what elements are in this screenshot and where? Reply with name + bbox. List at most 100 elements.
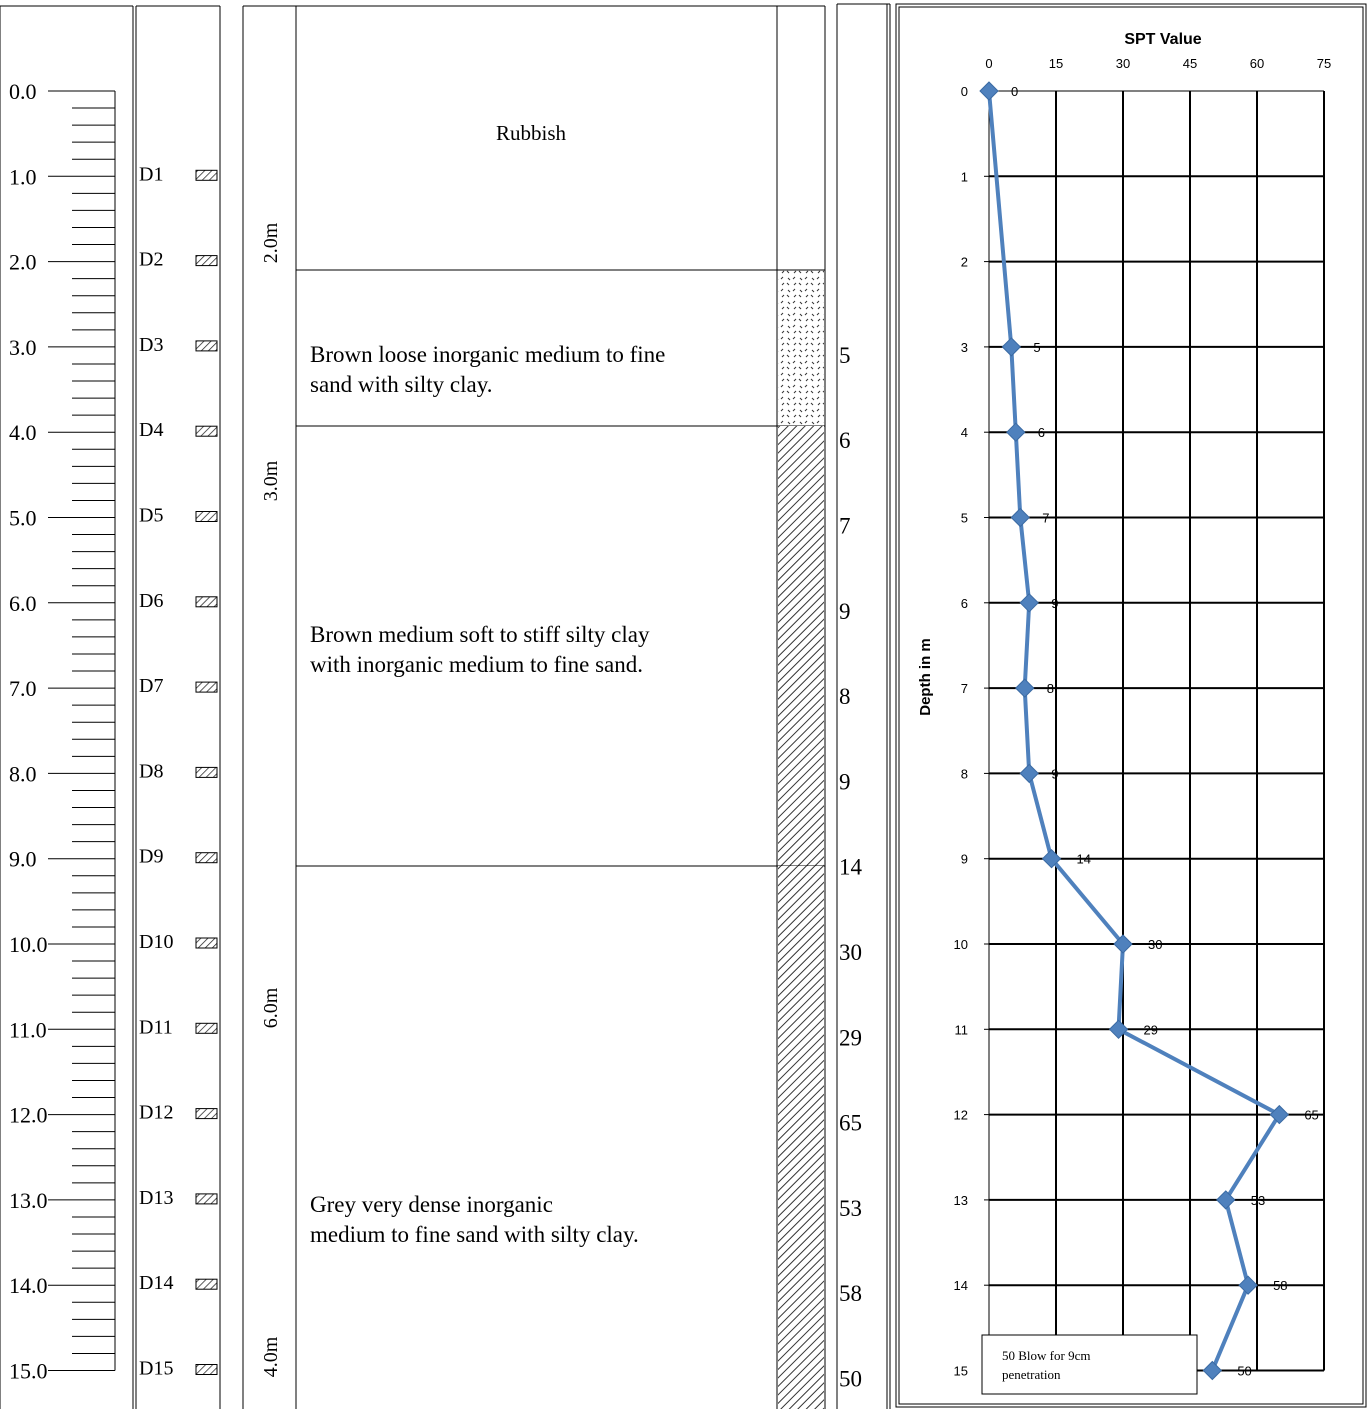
stratum-description: Rubbish bbox=[496, 121, 567, 145]
sample-marker bbox=[195, 1193, 218, 1205]
chart-y-axis-label: Depth in m bbox=[917, 638, 934, 716]
sample-id: D6 bbox=[139, 590, 163, 612]
layer-thickness: 4.0m bbox=[260, 1336, 282, 1377]
spt-data-label: 14 bbox=[1077, 852, 1091, 867]
y-tick-label: 4 bbox=[961, 425, 968, 440]
spt-value: 58 bbox=[839, 1281, 862, 1306]
sample-marker bbox=[195, 169, 218, 181]
depth-label: 4.0 bbox=[9, 420, 37, 445]
spt-data-label: 58 bbox=[1273, 1278, 1287, 1293]
sample-id: D14 bbox=[139, 1272, 173, 1294]
spt-point bbox=[1015, 678, 1035, 698]
stratum-pattern bbox=[778, 426, 824, 866]
spt-value: 53 bbox=[839, 1196, 862, 1221]
spt-value: 6 bbox=[839, 428, 851, 453]
x-tick-label: 0 bbox=[985, 56, 992, 71]
strata-layers: Rubbish Brown loose inorganic medium to f… bbox=[296, 121, 825, 1409]
depth-label: 14.0 bbox=[9, 1273, 48, 1298]
sample-marker bbox=[195, 1108, 218, 1120]
sample-marker bbox=[195, 1022, 218, 1034]
y-tick-label: 13 bbox=[954, 1193, 968, 1208]
spt-point bbox=[1202, 1360, 1223, 1381]
y-tick-label: 15 bbox=[954, 1364, 968, 1379]
stratum-description: Brown loose inorganic medium to fine bbox=[310, 342, 665, 367]
sample-id: D9 bbox=[139, 846, 163, 868]
stratum-description: Grey very dense inorganic bbox=[310, 1192, 553, 1217]
annotation-line-1: 50 Blow for 9cm bbox=[1002, 1348, 1090, 1363]
y-tick-label: 6 bbox=[961, 596, 968, 611]
y-tick-label: 5 bbox=[961, 511, 968, 526]
spt-point bbox=[979, 81, 999, 101]
spt-point bbox=[1006, 422, 1026, 442]
stratum-description: sand with silty clay. bbox=[310, 372, 492, 397]
sample-id: D4 bbox=[139, 419, 163, 441]
spt-data-label: 30 bbox=[1148, 937, 1162, 952]
spt-value: 8 bbox=[839, 684, 851, 709]
y-tick-label: 9 bbox=[961, 852, 968, 867]
spt-point bbox=[1001, 337, 1022, 357]
spt-data-label: 50 bbox=[1237, 1364, 1251, 1379]
depth-label: 6.0 bbox=[9, 591, 37, 616]
spt-data-label: 7 bbox=[1042, 511, 1049, 526]
y-tick-label: 7 bbox=[961, 681, 968, 696]
stratum-description: Brown medium soft to stiff silty clay bbox=[310, 622, 650, 647]
sample-marker bbox=[195, 255, 218, 267]
chart-title: SPT Value bbox=[1124, 31, 1201, 48]
sample-id: D13 bbox=[139, 1187, 173, 1209]
y-tick-label: 2 bbox=[961, 255, 968, 270]
layer-thickness: 3.0m bbox=[260, 460, 282, 501]
y-tick-label: 3 bbox=[961, 340, 968, 355]
sample-marker bbox=[195, 511, 218, 522]
spt-data-label: 65 bbox=[1304, 1108, 1318, 1123]
depth-label: 9.0 bbox=[9, 847, 37, 872]
sample-marker bbox=[195, 340, 218, 352]
stratum-pattern bbox=[778, 866, 824, 1409]
sample-id: D15 bbox=[139, 1358, 173, 1380]
depth-label: 8.0 bbox=[9, 761, 37, 786]
stratum-pattern bbox=[778, 270, 824, 426]
spt-data-label: 5 bbox=[1033, 340, 1040, 355]
x-tick-label: 60 bbox=[1250, 56, 1264, 71]
spt-point bbox=[1108, 1019, 1129, 1040]
spt-point bbox=[1238, 1275, 1258, 1295]
layer-thickness: 2.0m bbox=[260, 222, 282, 263]
spt-data-label: 8 bbox=[1047, 681, 1054, 696]
y-tick-label: 1 bbox=[961, 169, 968, 184]
sample-id: D7 bbox=[139, 675, 163, 697]
spt-point bbox=[1019, 763, 1039, 784]
depth-label: 15.0 bbox=[9, 1359, 48, 1384]
spt-value: 9 bbox=[839, 599, 851, 624]
layer-thickness: 6.0m bbox=[260, 987, 282, 1028]
sample-marker bbox=[195, 1278, 218, 1290]
stratum-description: medium to fine sand with silty clay. bbox=[310, 1222, 639, 1247]
spt-point bbox=[1019, 593, 1039, 613]
depth-scale: 0.0 1.0 2.0 3.0 4.0 5.0 6.0 7.0 8.0 9.0 10.0 11.0 12… bbox=[9, 79, 116, 1384]
x-tick-label: 15 bbox=[1049, 56, 1063, 71]
y-tick-label: 11 bbox=[955, 1022, 969, 1037]
sample-id: D10 bbox=[139, 931, 173, 953]
spt-value: 14 bbox=[839, 855, 863, 880]
spt-point bbox=[1216, 1190, 1236, 1210]
x-tick-label: 75 bbox=[1317, 56, 1331, 71]
sample-marker bbox=[195, 937, 218, 949]
spt-point bbox=[1269, 1104, 1290, 1125]
sample-id: D1 bbox=[139, 163, 163, 185]
depth-label: 10.0 bbox=[9, 932, 48, 957]
spt-value: 29 bbox=[839, 1025, 862, 1050]
chart-grid bbox=[984, 90, 1325, 1372]
sample-id: D5 bbox=[139, 505, 163, 527]
y-tick-label: 14 bbox=[954, 1278, 968, 1293]
chart-annotation: 50 Blow for 9cm penetration bbox=[981, 1334, 1198, 1395]
sample-marker bbox=[195, 766, 218, 778]
depth-label: 1.0 bbox=[9, 164, 37, 189]
sample-id: D8 bbox=[139, 760, 163, 782]
sample-marker bbox=[195, 681, 218, 693]
depth-label: 0.0 bbox=[9, 79, 37, 104]
spt-chart: SPT Value Depth in m 0 15 30 45 60 7501234567… bbox=[917, 31, 1332, 1395]
sample-id: D3 bbox=[139, 334, 163, 356]
spt-data-label: 6 bbox=[1038, 425, 1045, 440]
spt-data-label: 9 bbox=[1051, 766, 1058, 781]
depth-label: 5.0 bbox=[9, 506, 37, 531]
